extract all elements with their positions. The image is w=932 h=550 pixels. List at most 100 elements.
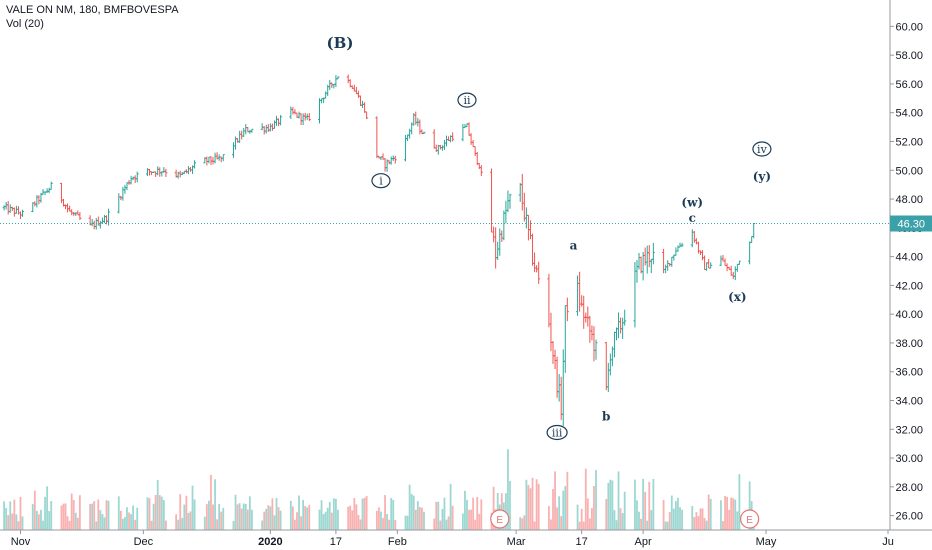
price-tick-label: 34.00 (895, 396, 923, 408)
volume-bar (435, 501, 438, 530)
volume-bar (617, 471, 620, 530)
wave-label: iv (757, 143, 768, 156)
volume-bar (556, 507, 559, 530)
volume-bar (384, 495, 386, 530)
volume-bar (679, 507, 681, 530)
volume-bar (621, 513, 624, 530)
volume-bar (320, 500, 323, 530)
volume-bar (267, 505, 270, 530)
volume-bar (44, 496, 46, 530)
volume-bar (48, 511, 51, 530)
volume-bar (433, 518, 436, 530)
volume-bar (17, 521, 20, 530)
volume-bar (554, 471, 556, 530)
volume-bar (152, 503, 155, 530)
volume-bar (232, 520, 235, 530)
volume-bar (7, 515, 10, 530)
volume-bar (42, 520, 44, 530)
volume-bar (324, 511, 327, 530)
time-tick-label: Dec (134, 536, 154, 548)
volume-bar (302, 500, 305, 530)
volume-bar (578, 521, 581, 530)
volume-bar (269, 506, 272, 530)
volume-bar (318, 509, 321, 530)
volume-bar (537, 483, 540, 530)
volume-bar (189, 511, 192, 530)
volume-bar (162, 500, 165, 530)
volume-bar (699, 508, 702, 530)
volume-bar (535, 479, 538, 530)
wave-label-circle (371, 173, 391, 189)
volume-bar (121, 518, 124, 530)
volume-bar (576, 504, 579, 530)
volume-bar (330, 512, 333, 530)
volume-bar (271, 498, 274, 530)
volume-bar (521, 518, 524, 530)
volume-bar (179, 494, 182, 530)
volume-bar (279, 510, 282, 530)
volume-bar (208, 500, 210, 530)
volume-bar (74, 512, 77, 530)
price-tick-label: 28.00 (895, 482, 923, 494)
volume-bar (447, 516, 450, 530)
volume-bar (507, 449, 509, 530)
volume-bar (128, 512, 130, 530)
volume-bar (611, 480, 614, 530)
volume-bar (322, 513, 325, 530)
volume-bar (605, 498, 608, 530)
wave-label-circle (457, 92, 477, 108)
volume-bar (652, 479, 655, 530)
volume-bar (533, 521, 536, 530)
volume-bar (76, 517, 79, 530)
price-tick-label: 26.00 (895, 511, 923, 523)
volume-bar (165, 520, 167, 530)
price-bars (2, 74, 756, 426)
time-tick-label: Feb (388, 536, 407, 548)
volume-bar (525, 479, 528, 530)
volume-bar (72, 499, 75, 530)
volume-bar (70, 493, 73, 530)
volume-bar (306, 507, 309, 530)
volume-bar (117, 496, 120, 530)
volume-bar (64, 503, 67, 530)
time-tick-label: Ju (882, 536, 894, 548)
volume-bar (99, 510, 102, 530)
volume-bar (609, 479, 612, 530)
volume-bar (214, 479, 216, 530)
price-tick-label: 52.00 (895, 137, 923, 149)
volume-bar (160, 496, 163, 530)
price-tick-label: 30.00 (895, 453, 923, 465)
volume-bar (566, 471, 569, 530)
volume-bar (664, 521, 667, 530)
volume-bar (365, 496, 368, 530)
volume-bar (523, 515, 526, 530)
volume-bar (595, 470, 597, 530)
volume-bar (421, 507, 423, 530)
volume-bar (416, 501, 419, 530)
volume-bar (375, 510, 378, 530)
volume-bar (691, 506, 694, 530)
volume-bar (527, 485, 530, 530)
volume-bar (357, 515, 360, 530)
volume-bar (443, 497, 446, 530)
volume-bar (472, 497, 475, 530)
volume-bar (697, 516, 700, 530)
volume-bar (476, 496, 479, 530)
volume-bar (359, 519, 362, 530)
volume-bar (248, 496, 251, 530)
earnings-marker-label: E (746, 515, 753, 526)
volume-bar (709, 498, 712, 530)
volume-bar (636, 500, 638, 530)
volume-bar (509, 480, 511, 530)
volume-bar (95, 521, 98, 530)
wave-label: i (379, 175, 383, 188)
volume-bar (50, 501, 53, 530)
wave-label: (B) (327, 34, 354, 52)
volume-bar (205, 504, 208, 530)
volume-bar (529, 488, 532, 530)
time-tick-label: 2020 (258, 536, 282, 548)
earnings-marker-label: E (496, 515, 503, 526)
volume-bar (130, 514, 132, 530)
